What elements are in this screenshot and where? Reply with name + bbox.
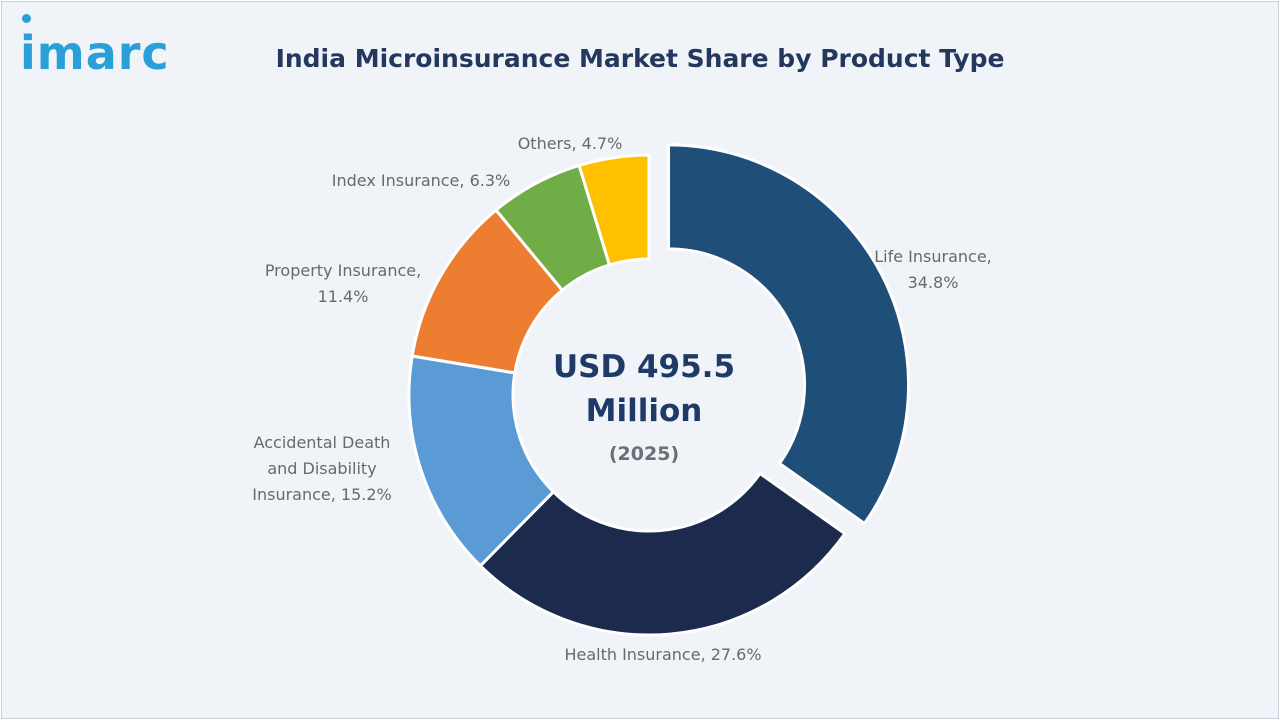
logo-dot bbox=[22, 14, 31, 23]
label-life-insurance: Life Insurance, 34.8% bbox=[874, 247, 992, 292]
center-year: (2025) bbox=[609, 443, 679, 465]
imarc-logo: imarc bbox=[20, 26, 170, 80]
slice-others bbox=[577, 153, 651, 267]
slice-life-insurance bbox=[667, 143, 910, 526]
slice-health-insurance bbox=[478, 471, 848, 637]
slice-labels: Life Insurance, 34.8% Health Insurance, 27… bbox=[252, 134, 992, 664]
label-accidental-death-and-disability-insurance: Accidental Death and Disability Insurance,… bbox=[252, 433, 392, 504]
donut-slices bbox=[407, 143, 910, 637]
center-total-unit: Million bbox=[586, 393, 703, 429]
chart-title: India Microinsurance Market Share by Pro… bbox=[275, 44, 1005, 73]
label-index-insurance: Index Insurance, 6.3% bbox=[332, 171, 510, 190]
label-property-insurance: Property Insurance, 11.4% bbox=[265, 261, 421, 306]
label-others: Others, 4.7% bbox=[518, 134, 623, 153]
center-total-value: USD 495.5 bbox=[553, 349, 735, 385]
label-health-insurance: Health Insurance, 27.6% bbox=[564, 645, 761, 664]
